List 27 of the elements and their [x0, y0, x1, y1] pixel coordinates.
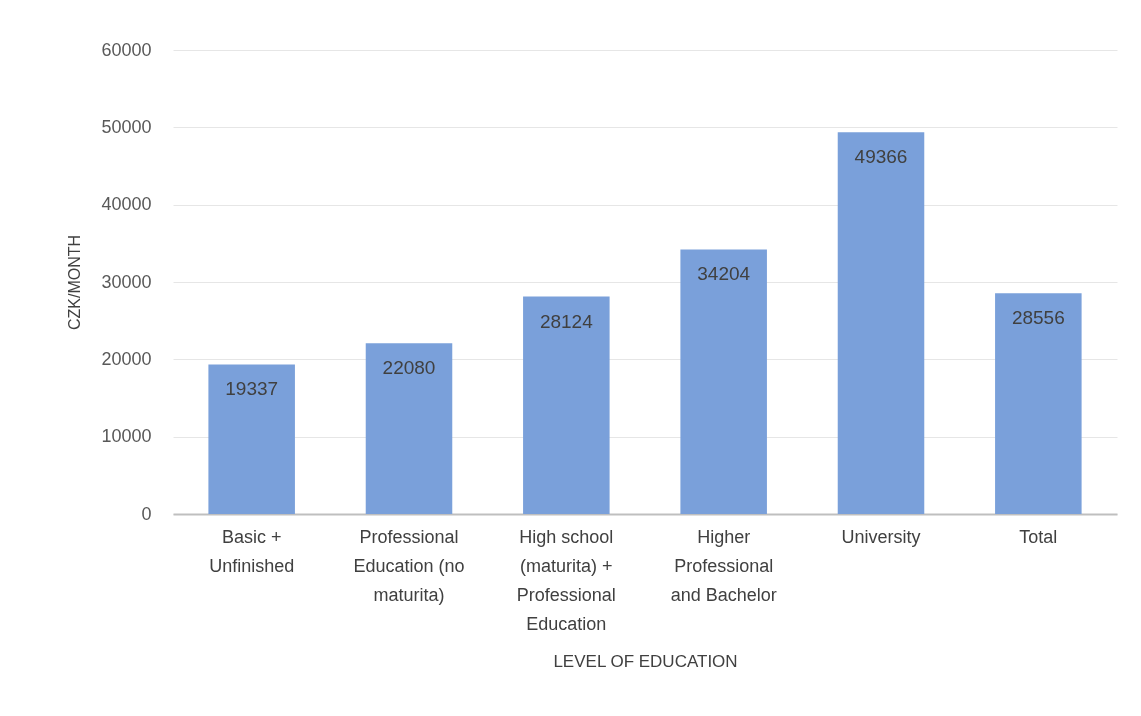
y-tick-label: 60000	[101, 39, 152, 60]
y-tick-label: 50000	[101, 116, 152, 137]
x-tick-label: Total	[1019, 526, 1058, 547]
y-tick-label: 30000	[101, 271, 152, 292]
data-label: 22080	[382, 357, 436, 379]
bar	[837, 132, 925, 514]
y-tick-label: 10000	[101, 426, 152, 447]
y-axis-title: CZK/MONTH	[66, 234, 84, 331]
x-tick-label: Professional Education (no maturita)	[353, 526, 465, 605]
bar	[365, 343, 453, 514]
x-tick-label: Basic + Unfinished	[209, 526, 295, 576]
data-label: 28556	[1011, 307, 1065, 329]
x-tick-label: High school (maturita) + Professional Education	[516, 526, 616, 634]
x-tick-label: Higher Professional and Bachelor	[670, 526, 777, 605]
bar	[995, 293, 1082, 514]
x-axis-title: LEVEL OF EDUCATION	[553, 651, 738, 671]
bar	[680, 249, 767, 514]
data-label: 28124	[539, 310, 594, 332]
y-tick-label: 0	[141, 503, 152, 524]
y-tick-label: 20000	[101, 348, 152, 369]
x-tick-label: University	[841, 526, 921, 547]
y-tick-label: 40000	[101, 194, 152, 215]
data-label: 19337	[225, 378, 279, 400]
bar	[208, 364, 295, 514]
data-label: 34204	[697, 263, 751, 285]
bar	[523, 296, 610, 514]
data-label: 49366	[854, 146, 908, 168]
